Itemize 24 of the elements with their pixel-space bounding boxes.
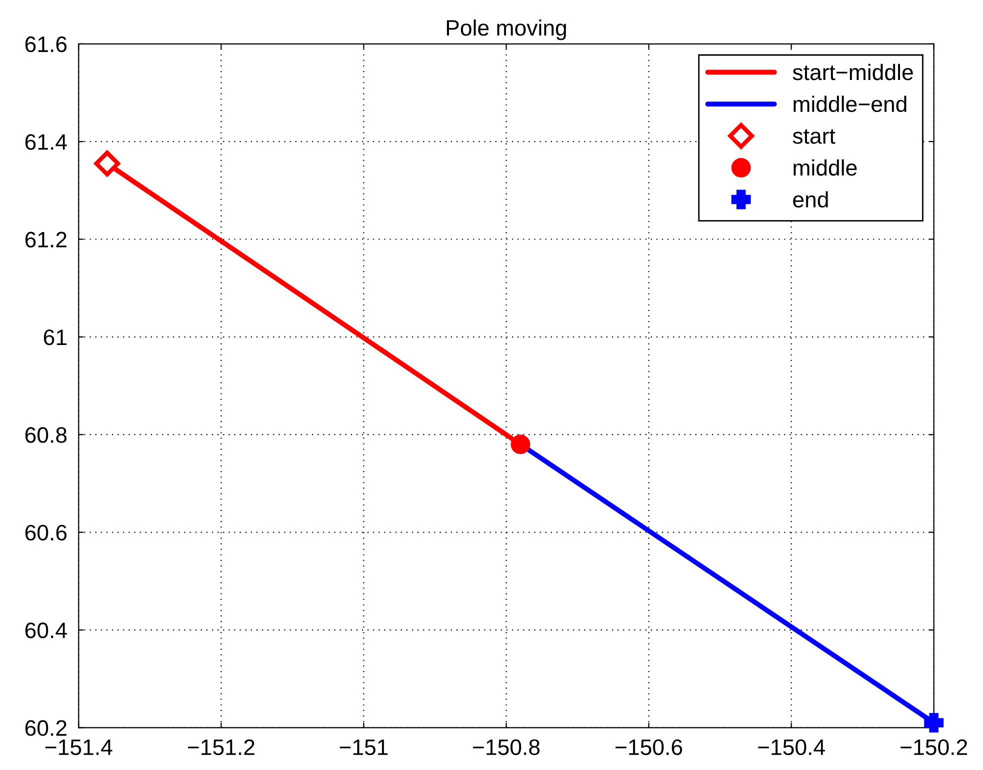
y-tick-label: 61 (44, 329, 66, 346)
chart-title: Pole moving (446, 19, 566, 40)
x-tick-label: −150.6 (616, 739, 682, 756)
legend-label: start−middle (792, 64, 913, 80)
x-tick-label: −150.8 (473, 739, 540, 756)
x-tick-label: −150.2 (900, 739, 968, 756)
x-tick-label: −150.4 (758, 739, 825, 756)
point (924, 713, 944, 732)
y-tick-label: 60.4 (25, 622, 67, 638)
x-tick-label: −151 (340, 740, 388, 756)
y-tick-label: 60.2 (25, 720, 66, 736)
point (510, 434, 530, 454)
legend-label: end (793, 191, 828, 208)
x-tick-label: −151.2 (188, 739, 254, 756)
y-tick-label: 60.8 (25, 427, 67, 443)
legend-label: start (792, 129, 836, 144)
y-tick-label: 61.2 (25, 232, 66, 248)
legend-label: middle (794, 159, 857, 176)
y-tick-label: 60.6 (25, 524, 67, 541)
legend-label: middle−end (794, 96, 906, 112)
y-tick-label: 61.4 (25, 134, 67, 150)
point (94, 150, 120, 176)
x-tick-label: −151.4 (45, 740, 112, 756)
y-tick-label: 61.6 (25, 36, 67, 52)
